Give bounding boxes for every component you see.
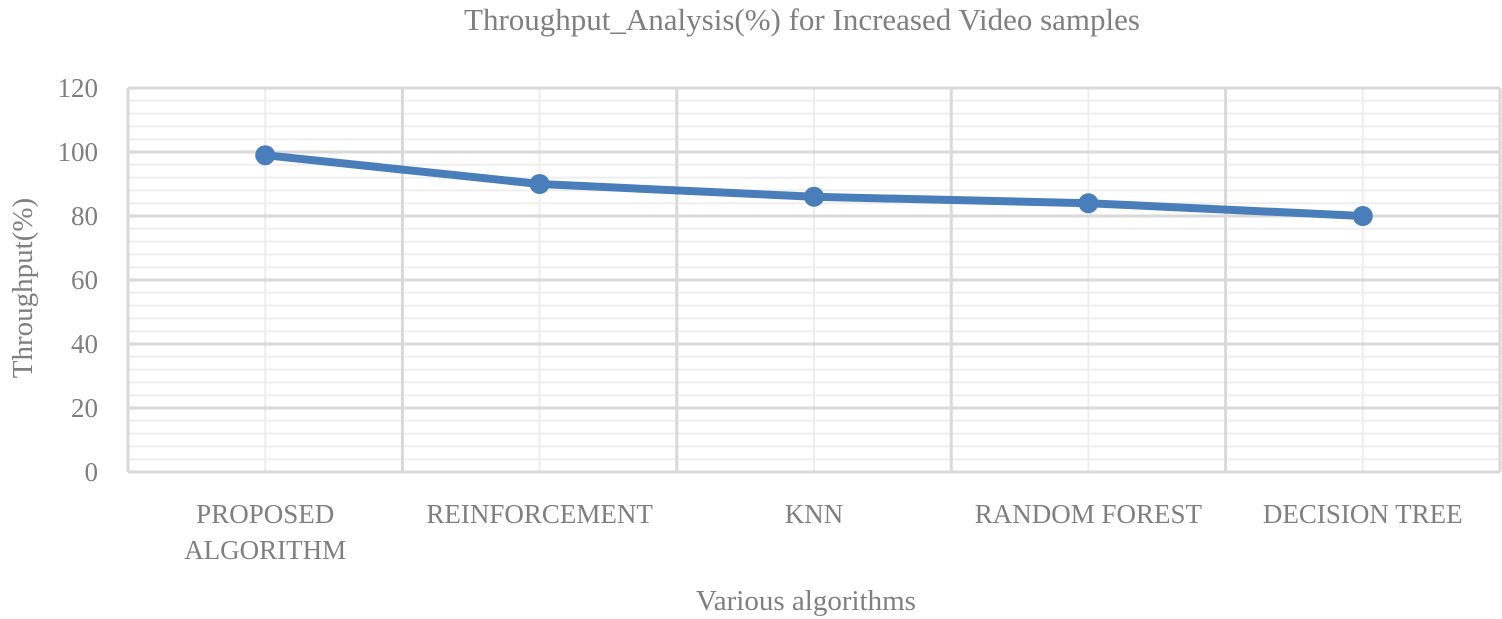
series-group xyxy=(255,145,1373,226)
grid xyxy=(126,86,1502,474)
x-category-label: RANDOM FOREST xyxy=(975,499,1203,529)
y-axis-label: Throughput(%) xyxy=(7,198,39,378)
y-axis-ticks: 0 20 40 60 80 100 120 xyxy=(58,73,99,487)
y-tick-label: 100 xyxy=(58,137,99,167)
data-point xyxy=(255,145,276,166)
data-point xyxy=(1078,193,1099,214)
chart-title: Throughput_Analysis(%) for Increased Vid… xyxy=(464,2,1140,37)
x-category-label: REINFORCEMENT xyxy=(426,499,653,529)
data-point xyxy=(1352,206,1373,226)
y-tick-label: 80 xyxy=(71,201,98,231)
data-point xyxy=(804,186,824,207)
x-axis-categories: PROPOSED ALGORITHM REINFORCEMENT KNN RANDOM … xyxy=(184,499,1462,565)
y-tick-label: 0 xyxy=(85,457,99,487)
x-category-label: KNN xyxy=(785,499,844,529)
data-point xyxy=(529,174,550,194)
y-tick-label: 120 xyxy=(58,73,99,103)
x-category-label: DECISION TREE xyxy=(1263,499,1463,529)
x-axis-label: Various algorithms xyxy=(696,585,916,617)
x-category-label: PROPOSED ALGORITHM xyxy=(184,499,346,565)
y-tick-label: 60 xyxy=(71,265,98,295)
y-tick-label: 40 xyxy=(71,329,98,359)
y-tick-label: 20 xyxy=(71,393,98,423)
